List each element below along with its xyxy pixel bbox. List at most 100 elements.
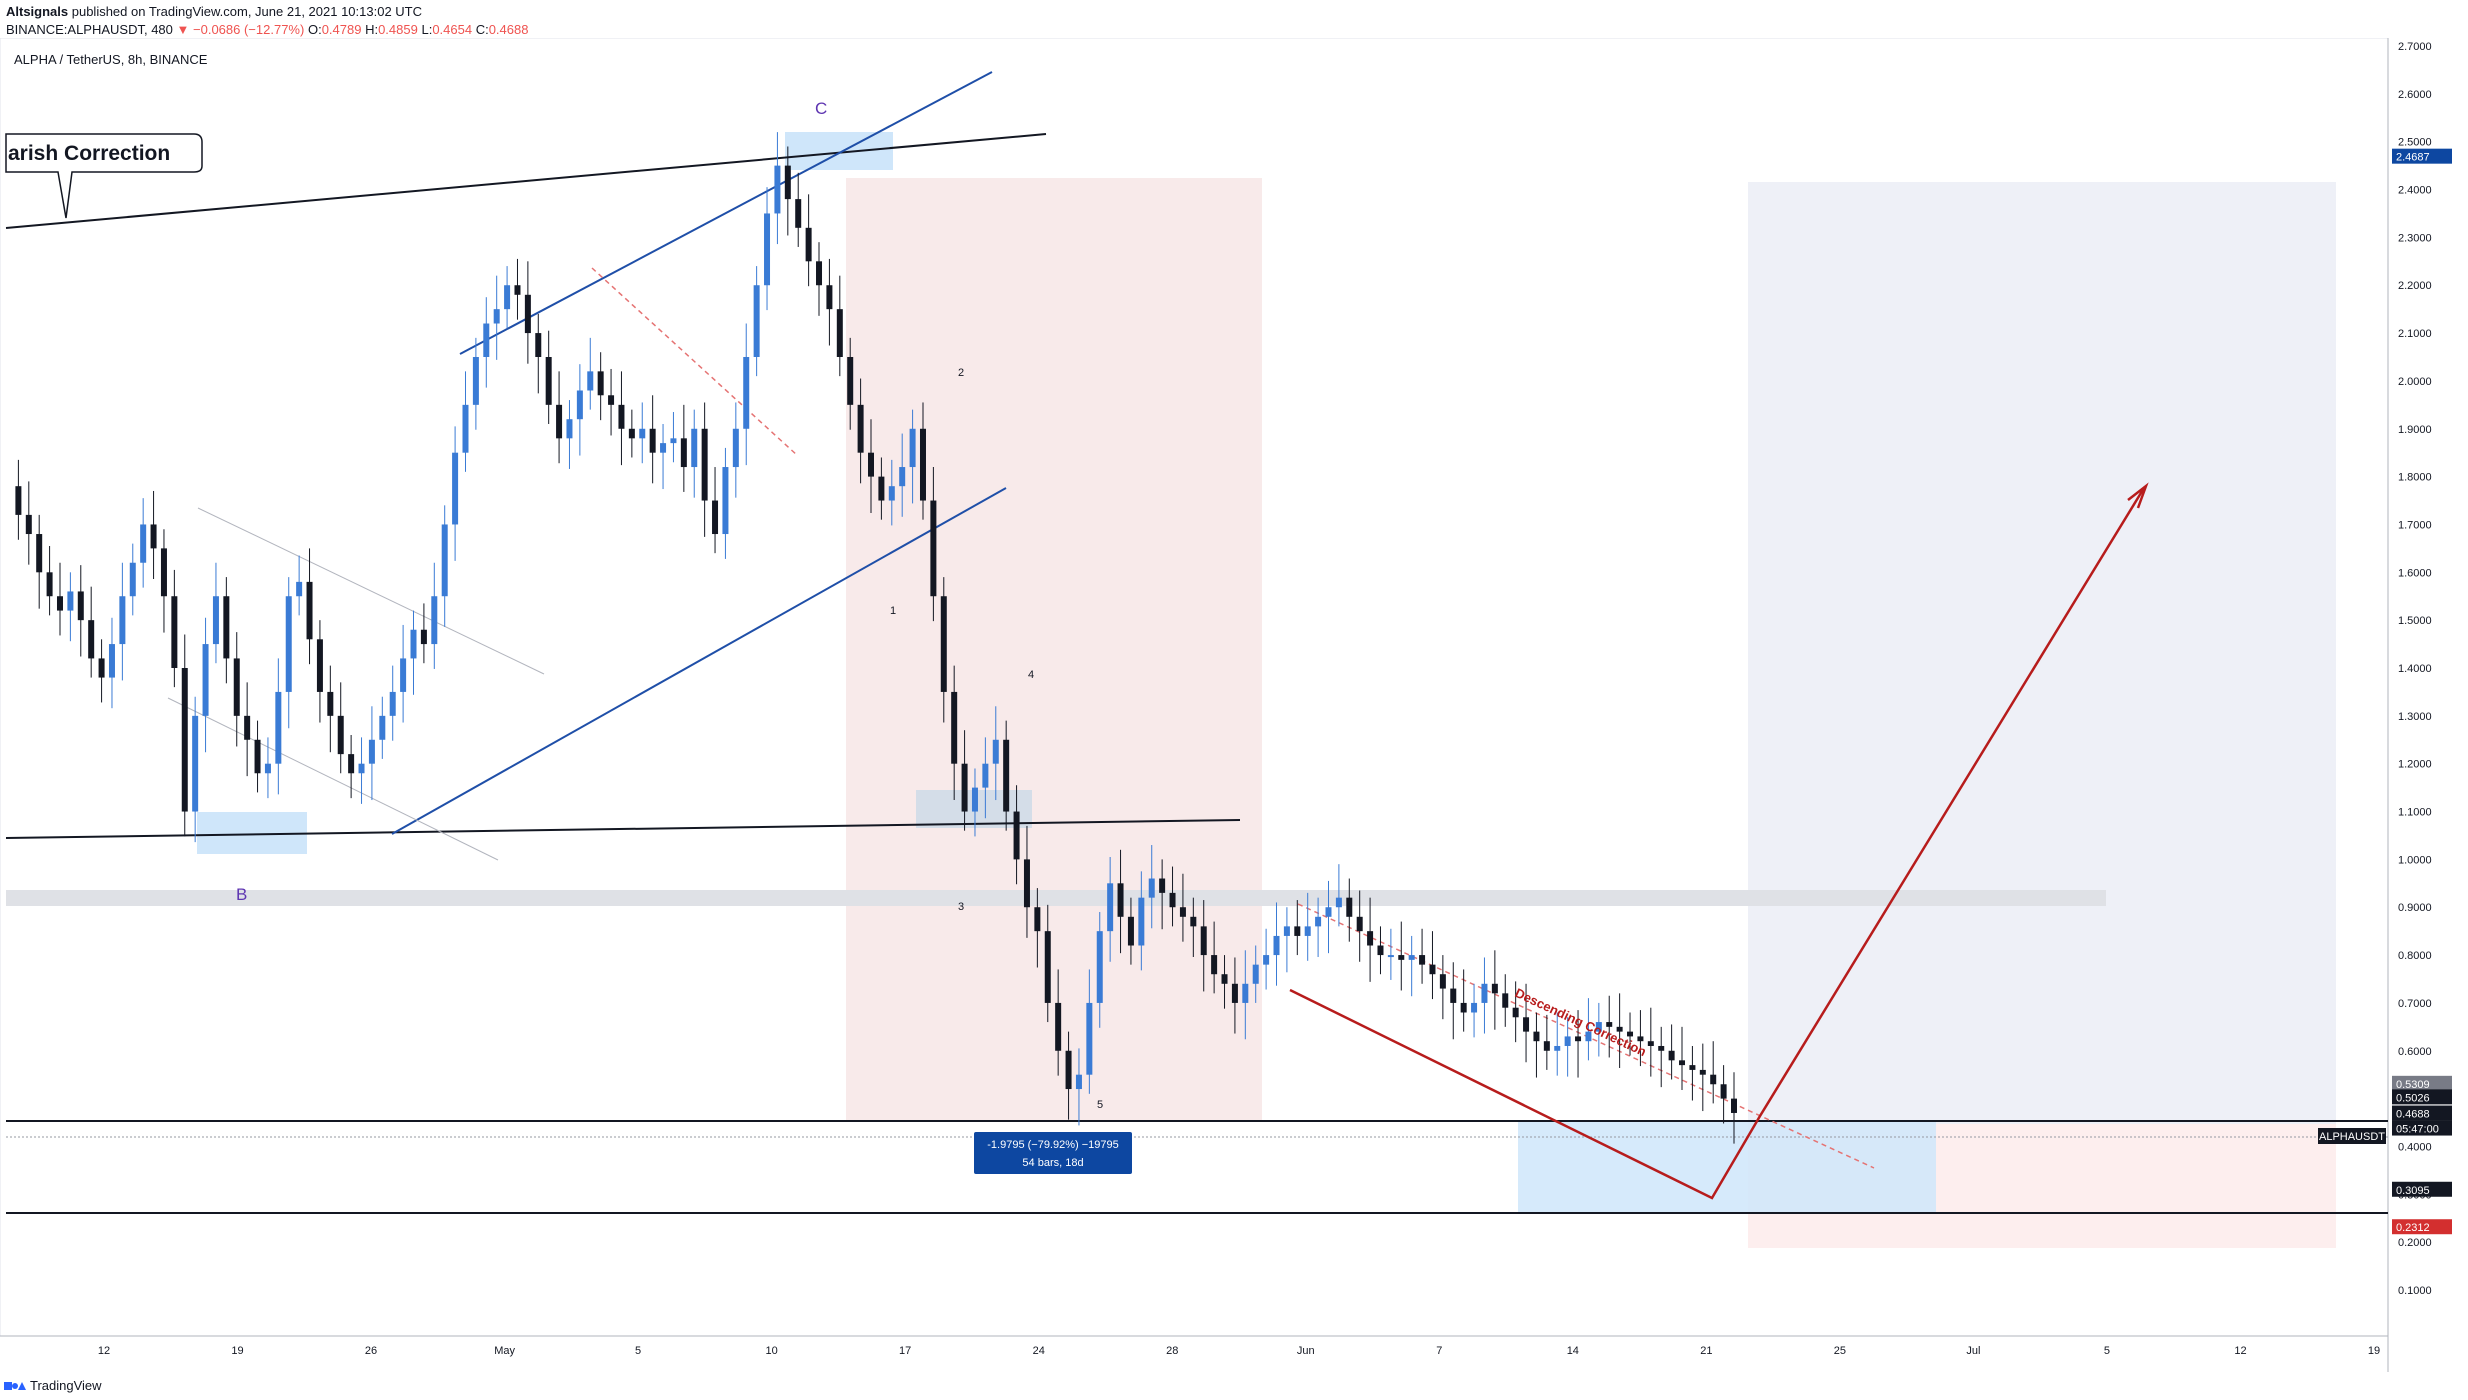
candle-body bbox=[1564, 1036, 1571, 1046]
candle-body bbox=[1668, 1050, 1675, 1061]
y-tick-label: 0.1000 bbox=[2398, 1285, 2432, 1297]
x-tick-label: 26 bbox=[365, 1345, 377, 1357]
candle-body bbox=[368, 739, 375, 764]
candle-body bbox=[306, 581, 313, 640]
symbol-tag: ALPHAUSDT bbox=[2319, 1131, 2385, 1143]
candle-body bbox=[441, 524, 448, 597]
c-label: C: bbox=[475, 22, 489, 37]
candle-body bbox=[1689, 1065, 1696, 1070]
price-tag-box bbox=[2392, 1181, 2452, 1197]
candle-body bbox=[1398, 955, 1405, 960]
projection-arrow[interactable] bbox=[1289, 487, 2146, 1200]
wave-4-label: 4 bbox=[1028, 669, 1034, 681]
candle-body bbox=[46, 572, 53, 597]
candle-body bbox=[1179, 907, 1186, 917]
candle-body bbox=[171, 596, 178, 668]
upper-trendline[interactable] bbox=[5, 133, 1047, 229]
candle-body bbox=[1096, 931, 1103, 1003]
y-tick-label: 2.1000 bbox=[2398, 328, 2432, 340]
price-tag-label: 0.4688 bbox=[2396, 1109, 2430, 1121]
candle-body bbox=[743, 357, 750, 429]
candle-body bbox=[524, 294, 531, 334]
channel-bottom-line[interactable] bbox=[391, 487, 1007, 835]
candle-body bbox=[1658, 1045, 1665, 1051]
candle-body bbox=[1523, 1017, 1530, 1032]
x-tick-label: 25 bbox=[1834, 1345, 1846, 1357]
callout-box[interactable] bbox=[5, 133, 203, 219]
candle-body bbox=[1699, 1069, 1706, 1075]
measure-box[interactable] bbox=[974, 1132, 1132, 1174]
dashed-resistance-1 bbox=[591, 267, 799, 457]
candle-body bbox=[1221, 974, 1228, 984]
price-chart[interactable]: arish Correction ALPHA / TetherUS, 8h, B… bbox=[0, 38, 2468, 1372]
h-value: 0.4859 bbox=[378, 22, 418, 37]
price-axis[interactable]: 2.7000 2.6000 2.5000 2.4000 2.3000 2.2000 2.10… bbox=[2398, 41, 2432, 1297]
candle-body bbox=[1533, 1031, 1540, 1042]
candle-body bbox=[389, 691, 396, 716]
published-line: published on TradingView.com, June 21, 2… bbox=[68, 4, 423, 19]
x-tick-label: 10 bbox=[766, 1345, 778, 1357]
candle-body bbox=[628, 428, 635, 439]
lower-trendline[interactable] bbox=[5, 819, 1241, 839]
publisher-name[interactable]: Altsignals bbox=[6, 4, 69, 19]
candle-body bbox=[108, 644, 115, 678]
candle-body bbox=[1679, 1060, 1686, 1066]
candle-body bbox=[535, 333, 542, 357]
candle-body bbox=[67, 591, 74, 611]
candle-body bbox=[1200, 926, 1207, 956]
candles-group bbox=[15, 132, 1737, 1144]
channel-top-line[interactable] bbox=[459, 71, 993, 355]
candle-body bbox=[410, 629, 417, 659]
change-value: ▼ −0.0686 (−12.77%) bbox=[176, 22, 305, 37]
footer-brand[interactable]: TradingView bbox=[30, 1378, 102, 1393]
candle-body bbox=[1543, 1041, 1550, 1051]
wave-1-label: 1 bbox=[890, 605, 896, 617]
candle-body bbox=[493, 309, 500, 324]
candle-body bbox=[722, 467, 729, 535]
candle-body bbox=[930, 500, 937, 597]
candle-body bbox=[36, 534, 43, 573]
candle-body bbox=[1055, 1002, 1062, 1051]
candle-body bbox=[576, 390, 583, 420]
candle-body bbox=[971, 787, 978, 812]
candle-body bbox=[452, 452, 459, 525]
price-tag-label: 0.3095 bbox=[2396, 1185, 2430, 1197]
candle-body bbox=[400, 658, 407, 692]
x-tick-label: 5 bbox=[2104, 1345, 2110, 1357]
symbol-tag-box bbox=[2318, 1128, 2386, 1144]
candle-body bbox=[1190, 916, 1197, 927]
x-tick-label: May bbox=[494, 1345, 515, 1357]
time-axis[interactable]: 12 19 26 May 5 10 17 24 28 Jun 7 14 21 25 Jul 5 12 19 bbox=[98, 1345, 2380, 1357]
chart-header: Altsignals published on TradingView.com,… bbox=[0, 0, 2468, 38]
candle-body bbox=[1263, 955, 1270, 965]
c-value: 0.4688 bbox=[488, 22, 529, 37]
candle-body bbox=[1107, 883, 1114, 932]
wave-b-label: B bbox=[236, 885, 247, 904]
publish-info: Altsignals published on TradingView.com,… bbox=[6, 4, 422, 19]
candle-body bbox=[1429, 964, 1436, 975]
candle-body bbox=[1086, 1002, 1093, 1075]
arrow-head bbox=[2127, 482, 2149, 509]
tradingview-logo-icon[interactable] bbox=[4, 1379, 26, 1393]
candle-body bbox=[1616, 1026, 1623, 1032]
candle-body bbox=[504, 285, 511, 310]
candle-body bbox=[556, 404, 563, 439]
y-tick-label: 2.3000 bbox=[2398, 232, 2432, 244]
candle-body bbox=[254, 739, 261, 774]
candle-body bbox=[1315, 916, 1322, 927]
callout-text: arish Correction bbox=[8, 142, 170, 165]
candle-body bbox=[919, 428, 926, 501]
candle-body bbox=[1367, 931, 1374, 946]
candle-body bbox=[233, 658, 240, 716]
candle-body bbox=[847, 357, 854, 405]
candle-body bbox=[982, 763, 989, 788]
candle-body bbox=[483, 323, 490, 357]
candle-body bbox=[836, 309, 843, 357]
candle-body bbox=[181, 668, 188, 812]
candle-body bbox=[1419, 955, 1426, 965]
candle-body bbox=[951, 691, 958, 764]
candle-body bbox=[296, 581, 303, 597]
price-tag-box bbox=[2392, 1120, 2452, 1136]
x-tick-label: Jul bbox=[1966, 1345, 1980, 1357]
